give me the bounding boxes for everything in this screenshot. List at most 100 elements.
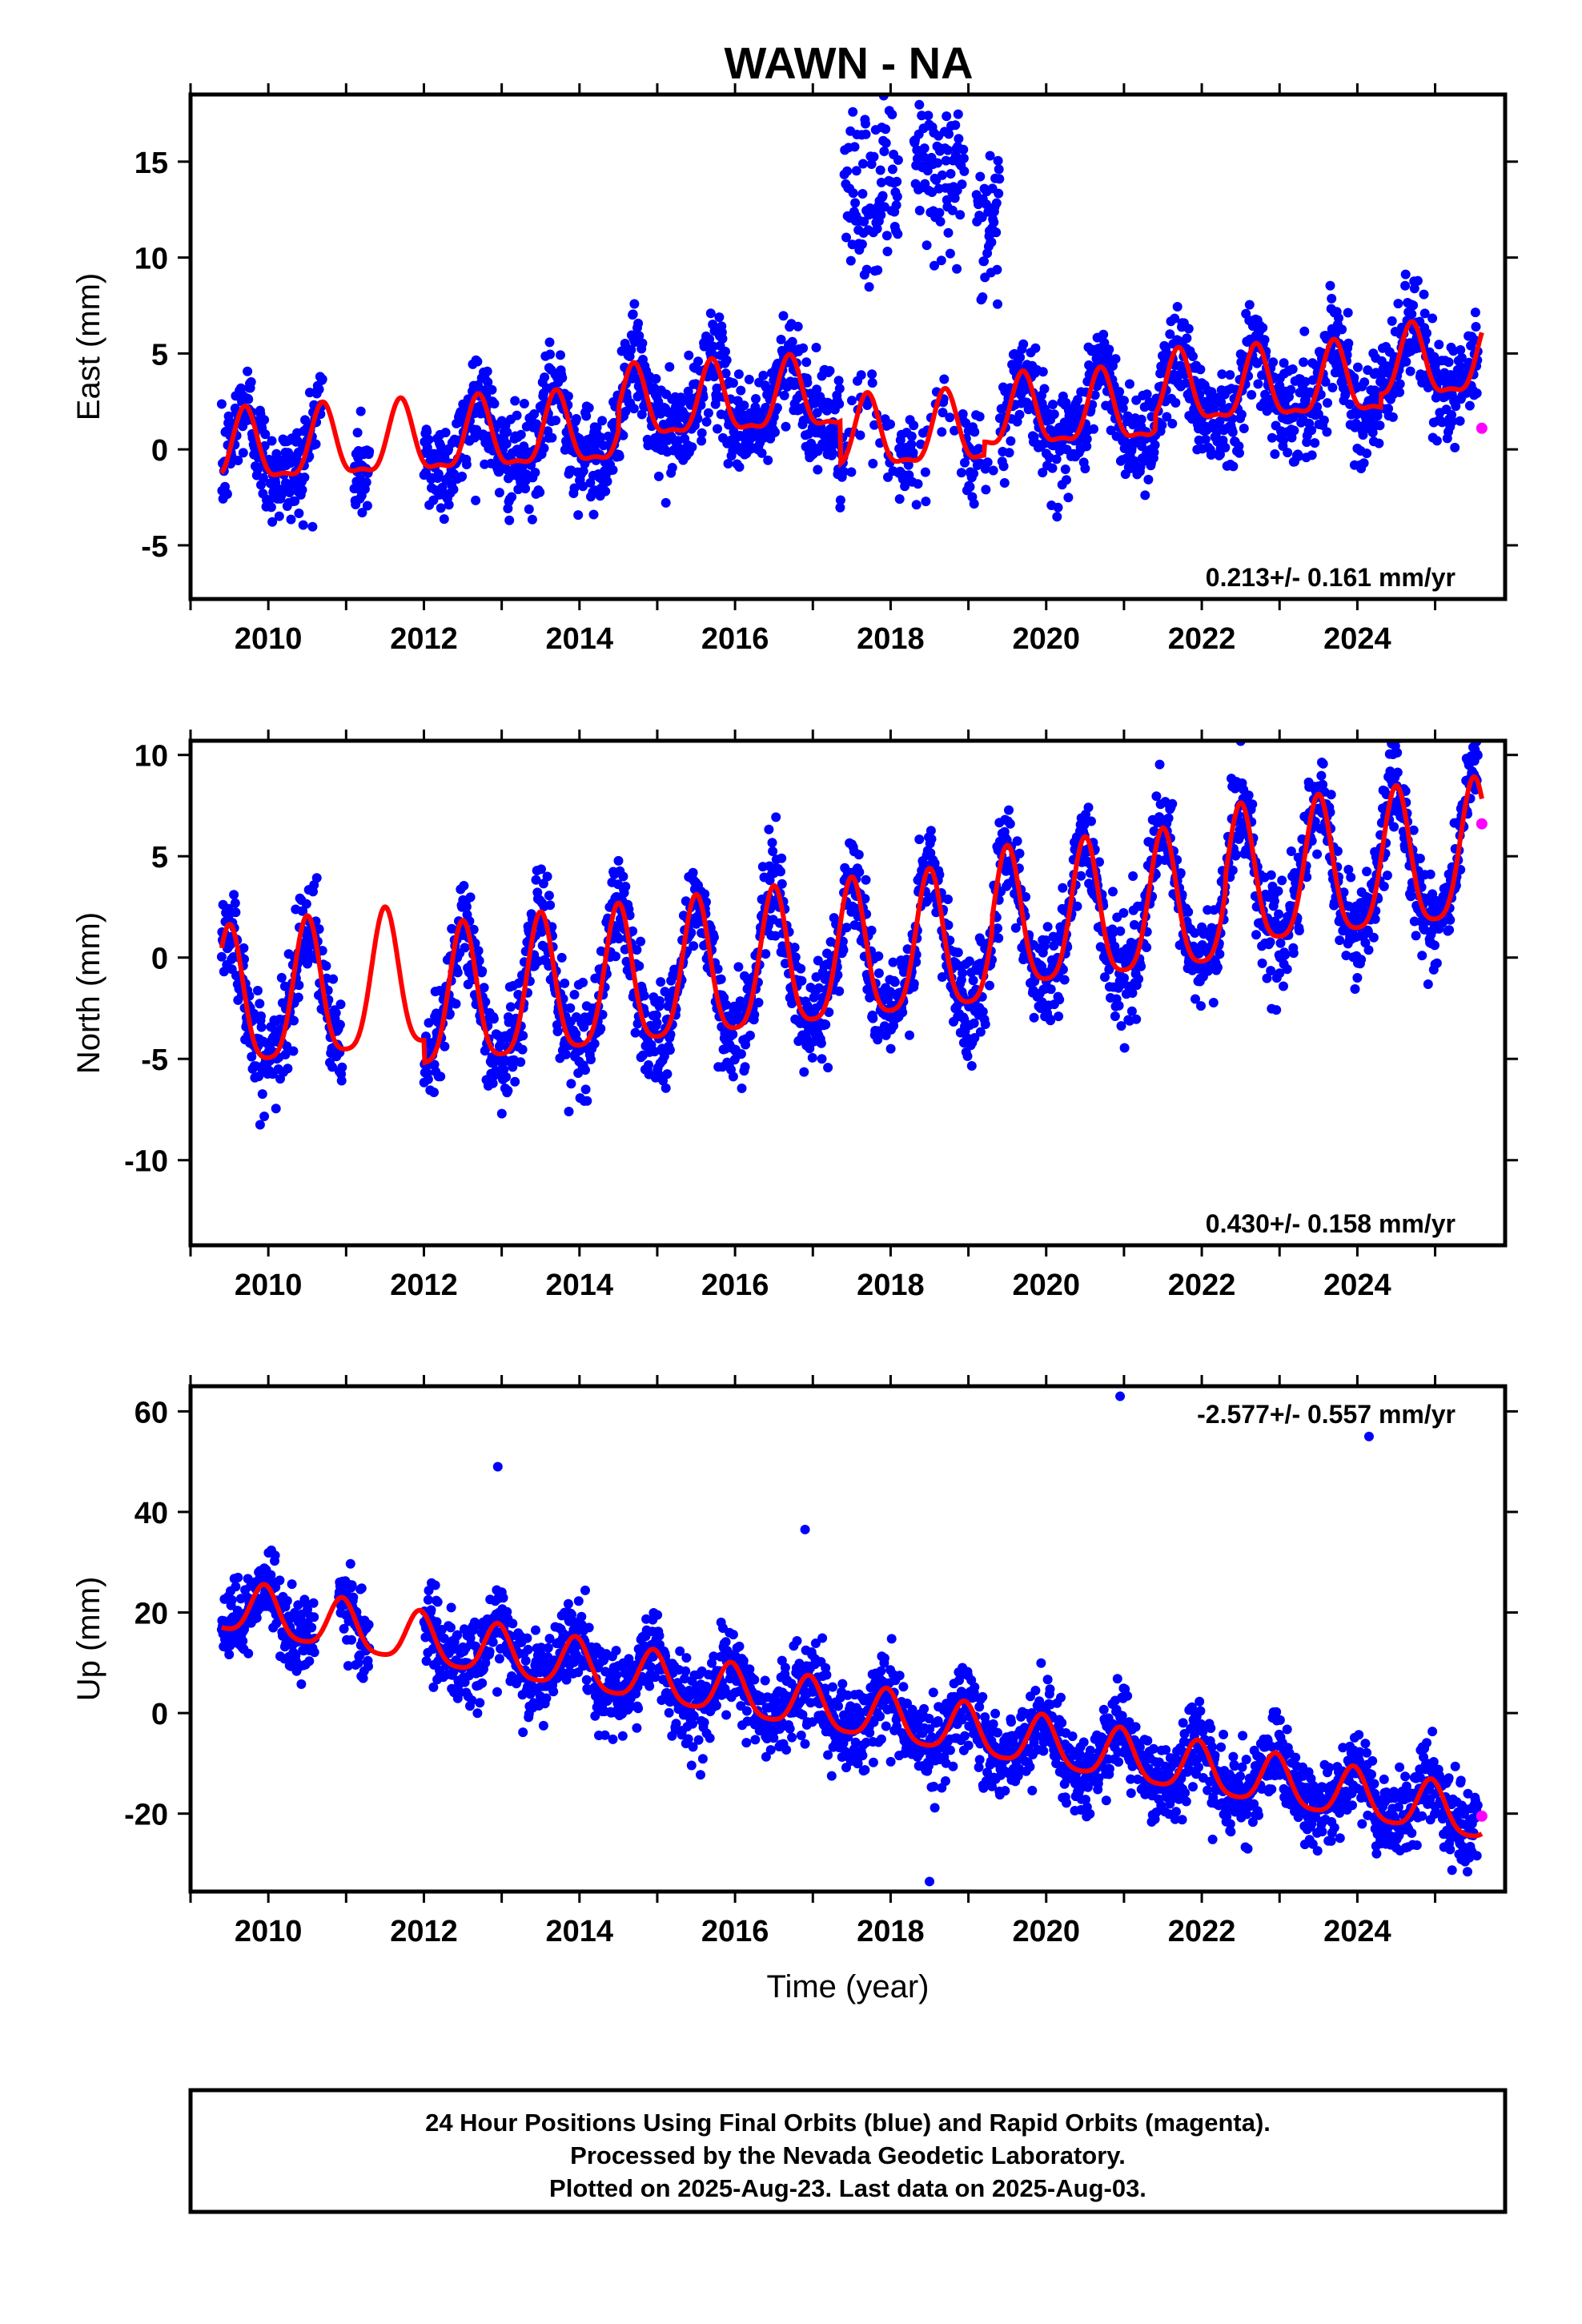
data-point	[926, 826, 936, 836]
data-point	[588, 509, 599, 520]
data-point	[1196, 1001, 1206, 1011]
data-point	[1392, 767, 1403, 778]
data-point	[1382, 870, 1392, 881]
data-point	[968, 975, 978, 986]
data-point	[721, 368, 731, 379]
data-point	[866, 925, 877, 935]
data-point	[799, 1067, 809, 1077]
data-point	[1273, 886, 1283, 896]
data-point	[581, 411, 592, 421]
data-point	[906, 439, 917, 449]
data-point	[1320, 376, 1331, 387]
data-point	[444, 500, 454, 510]
data-point	[1108, 887, 1118, 897]
data-point	[733, 962, 744, 972]
data-point	[1470, 308, 1480, 318]
data-point	[709, 932, 719, 943]
data-point	[436, 503, 446, 513]
data-point	[613, 855, 624, 866]
data-point	[618, 871, 628, 882]
data-point	[611, 951, 620, 962]
data-point	[1128, 871, 1138, 881]
data-point	[991, 227, 1002, 238]
data-point	[1325, 280, 1335, 291]
data-point	[1082, 434, 1092, 444]
data-point	[881, 231, 892, 241]
data-point	[569, 990, 580, 999]
data-point	[964, 956, 974, 967]
data-point	[311, 439, 321, 449]
data-point	[1015, 352, 1026, 363]
data-point	[873, 265, 883, 275]
data-point	[1215, 416, 1225, 427]
data-point	[1415, 854, 1425, 863]
data-point	[1054, 1011, 1064, 1022]
data-point	[529, 409, 540, 419]
data-point	[544, 891, 554, 901]
data-point	[943, 227, 954, 238]
data-point	[233, 456, 243, 465]
data-point	[913, 479, 923, 489]
data-point	[1046, 984, 1056, 995]
data-point	[1427, 313, 1438, 324]
data-point	[864, 282, 874, 292]
data-point	[461, 460, 472, 469]
data-point	[986, 237, 997, 247]
data-point	[1434, 340, 1444, 350]
data-point	[1006, 436, 1016, 446]
data-point	[869, 151, 879, 162]
data-point	[266, 502, 276, 513]
data-point	[321, 961, 331, 971]
x-tick-label: 2024	[1323, 622, 1391, 656]
data-point	[1183, 907, 1194, 917]
data-point	[551, 416, 561, 425]
data-point	[429, 1088, 439, 1097]
data-point	[1374, 438, 1384, 448]
data-point	[944, 129, 954, 139]
data-point	[854, 867, 865, 877]
data-point	[845, 255, 856, 266]
data-point	[1417, 951, 1427, 961]
data-point	[862, 400, 873, 410]
data-point	[958, 409, 968, 419]
data-point	[1150, 440, 1160, 450]
data-point	[723, 459, 733, 468]
data-point	[229, 890, 239, 900]
data-point	[256, 1011, 266, 1021]
data-point	[1408, 300, 1419, 311]
data-point	[505, 1002, 516, 1012]
data-point	[246, 377, 256, 387]
data-point	[276, 972, 287, 983]
data-point	[974, 412, 985, 422]
data-point	[512, 410, 522, 420]
data-point	[873, 968, 884, 979]
data-point	[488, 1078, 498, 1088]
data-point	[1217, 369, 1227, 380]
data-point	[1042, 922, 1053, 932]
data-point	[753, 997, 764, 1007]
data-point	[909, 420, 919, 431]
x-tick-label: 2010	[235, 622, 303, 656]
data-point	[839, 467, 849, 476]
data-point	[314, 384, 324, 395]
data-point	[433, 468, 444, 479]
data-point	[1234, 441, 1244, 452]
data-point	[1167, 798, 1178, 809]
data-point	[958, 144, 969, 155]
data-point	[879, 147, 889, 156]
data-point	[739, 400, 749, 411]
data-point	[307, 521, 318, 532]
data-point	[1136, 961, 1146, 971]
data-point	[1363, 945, 1374, 955]
data-point	[1271, 1005, 1282, 1015]
data-point	[812, 384, 822, 395]
data-point	[620, 882, 631, 891]
data-point	[507, 492, 517, 502]
data-point	[1279, 981, 1288, 991]
data-point	[865, 203, 875, 213]
data-point	[761, 382, 771, 392]
data-point	[767, 838, 777, 848]
data-point	[364, 446, 375, 456]
data-point	[982, 457, 993, 468]
data-point	[813, 446, 823, 456]
